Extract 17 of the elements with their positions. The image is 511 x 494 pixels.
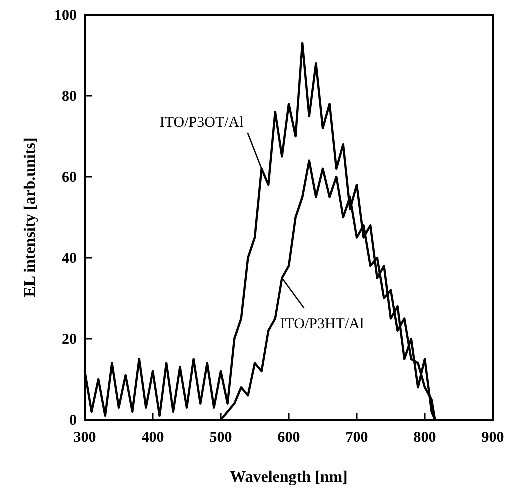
- x-axis-title: Wavelength [nm]: [230, 469, 348, 486]
- x-tick-label: 300: [74, 430, 96, 446]
- legend-label: ITO/P3HT/Al: [280, 316, 364, 332]
- y-tick-label: 80: [62, 89, 77, 105]
- y-tick-label: 60: [62, 170, 77, 186]
- x-tick-label: 400: [142, 430, 164, 446]
- y-tick-label: 0: [70, 413, 77, 429]
- y-tick-label: 20: [62, 332, 77, 348]
- y-axis-title: EL intensity [arb.units]: [22, 138, 39, 298]
- x-tick-label: 500: [210, 430, 232, 446]
- y-tick-label: 40: [62, 251, 77, 267]
- y-tick-label: 100: [54, 8, 77, 24]
- x-tick-label: 900: [482, 430, 504, 446]
- x-tick-label: 700: [346, 430, 368, 446]
- x-tick-label: 600: [278, 430, 300, 446]
- x-tick-label: 800: [414, 430, 436, 446]
- series-label: ITO/P3OT/Al: [160, 114, 244, 131]
